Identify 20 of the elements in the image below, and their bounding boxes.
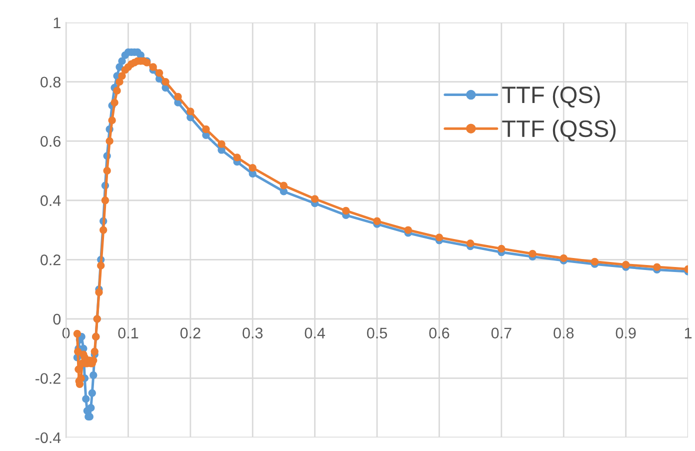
x-tick-label: 0.1	[118, 328, 138, 338]
y-tick-label: 0.6	[40, 136, 60, 147]
y-tick-label: 0.2	[40, 254, 60, 266]
x-tick-label: 0.2	[180, 328, 200, 338]
x-tick-label: 0.8	[554, 328, 574, 338]
y-tick-label: 1	[54, 18, 60, 28]
y-tick-label: 0.8	[40, 76, 60, 88]
legend-label: TTF (QSS)	[502, 120, 616, 142]
x-tick-label: 0.9	[616, 328, 636, 338]
x-tick-label: 0.5	[367, 328, 388, 338]
x-tick-label: 0.4	[304, 328, 326, 338]
x-tick-label: 1	[684, 328, 692, 338]
x-tick-label: 0.3	[242, 328, 263, 338]
x-tick-label: 0.6	[429, 328, 450, 338]
y-tick-label: 0.4	[40, 195, 61, 206]
y-tick-label: -0.4	[36, 432, 61, 444]
y-tick-label: 0	[53, 314, 61, 325]
y-tick-label: -0.2	[36, 373, 60, 384]
x-tick-label: 0.7	[491, 328, 512, 338]
legend-label: TTF (QS)	[502, 86, 600, 108]
